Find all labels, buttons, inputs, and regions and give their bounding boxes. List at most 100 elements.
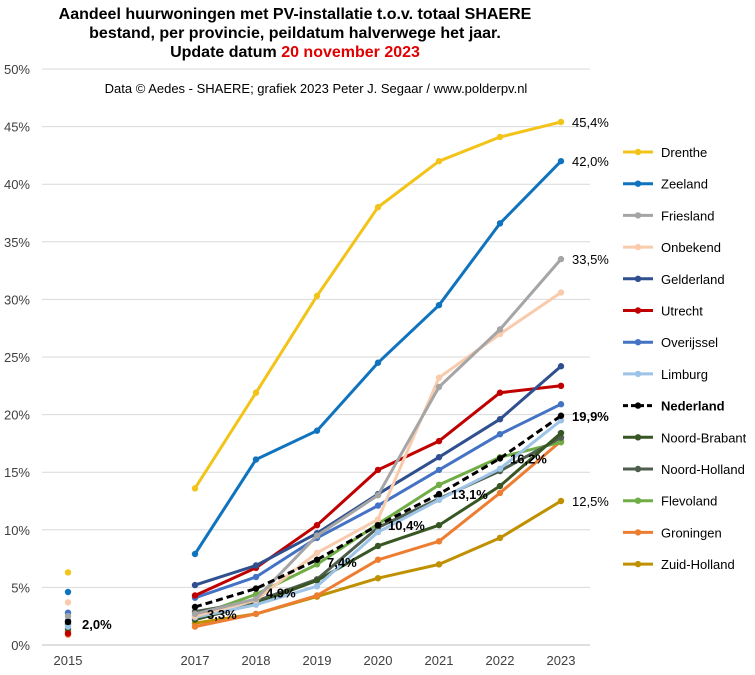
data-point-limburg bbox=[64, 623, 72, 630]
data-point-nederland bbox=[313, 556, 321, 563]
data-point-utrecht bbox=[191, 592, 199, 599]
series-zeeland bbox=[64, 157, 565, 596]
legend-swatch-marker bbox=[634, 243, 642, 251]
y-tick-label: 20% bbox=[4, 408, 30, 423]
y-axis: 0% 5% 10% 15% 20% 25% 30% 35% 40% 45% 50% bbox=[4, 62, 590, 653]
chart-title: Aandeel huurwoningen met PV-installatie … bbox=[59, 6, 532, 61]
data-point-friesland bbox=[191, 610, 199, 618]
legend-item-onbekend: Onbekend bbox=[623, 240, 721, 255]
data-point-limburg bbox=[374, 528, 382, 536]
data-point-zuid-holland bbox=[435, 561, 443, 568]
y-tick-label: 50% bbox=[4, 62, 30, 77]
data-point-onbekend bbox=[435, 374, 443, 381]
nederland-label: 3,3% bbox=[207, 607, 237, 622]
series-friesland bbox=[64, 255, 565, 620]
legend-swatch-marker bbox=[634, 148, 642, 156]
x-tick-label: 2019 bbox=[303, 653, 332, 668]
legend-swatch-marker bbox=[634, 402, 642, 409]
data-point-utrecht bbox=[435, 437, 443, 445]
series-line-drenthe bbox=[193, 120, 562, 490]
data-point-friesland bbox=[435, 383, 443, 391]
x-tick-label: 2020 bbox=[364, 653, 393, 668]
legend-item-noord-brabant: Noord-Brabant bbox=[623, 430, 747, 445]
end-label-drenthe: 45,4% bbox=[572, 115, 609, 130]
data-point-gelderland bbox=[435, 454, 443, 461]
x-tick-label: 2018 bbox=[242, 653, 271, 668]
legend-label: Groningen bbox=[661, 525, 722, 540]
data-point-noord-brabant bbox=[496, 482, 504, 490]
legend-label: Noord-Brabant bbox=[661, 430, 747, 445]
legend-label: Flevoland bbox=[661, 494, 717, 509]
data-point-zeeland bbox=[374, 359, 382, 366]
data-point-zeeland bbox=[64, 588, 72, 596]
x-tick-label: 2023 bbox=[547, 653, 576, 668]
data-point-overijssel bbox=[435, 466, 443, 474]
nederland-label: 13,1% bbox=[451, 487, 488, 502]
data-point-noord-brabant bbox=[557, 429, 565, 437]
data-point-utrecht bbox=[496, 389, 504, 396]
nederland-label: 16,2% bbox=[510, 451, 547, 466]
y-tick-label: 0% bbox=[11, 638, 30, 653]
legend-item-friesland: Friesland bbox=[623, 208, 714, 223]
x-tick-label: 2015 bbox=[54, 653, 83, 668]
legend-swatch-marker bbox=[634, 339, 642, 346]
data-point-groningen bbox=[374, 556, 382, 563]
y-tick-label: 30% bbox=[4, 292, 30, 307]
legend-label: Zeeland bbox=[661, 177, 708, 192]
data-point-overijssel bbox=[496, 430, 504, 438]
data-point-zeeland bbox=[313, 427, 321, 434]
series-noord-brabant bbox=[64, 429, 565, 633]
legend-item-flevoland: Flevoland bbox=[623, 494, 717, 509]
data-point-nederland bbox=[252, 585, 260, 592]
data-point-overijssel bbox=[374, 502, 382, 509]
legend-item-gelderland: Gelderland bbox=[623, 272, 725, 287]
legend-swatch-marker bbox=[634, 465, 642, 473]
data-point-flevoland bbox=[435, 481, 443, 489]
legend-swatch-marker bbox=[634, 275, 642, 282]
legend-label: Utrecht bbox=[661, 304, 703, 319]
legend-item-limburg: Limburg bbox=[623, 367, 708, 382]
data-point-utrecht bbox=[557, 382, 565, 389]
data-point-drenthe bbox=[374, 204, 382, 211]
data-point-limburg bbox=[252, 601, 260, 608]
data-point-friesland bbox=[374, 492, 382, 499]
series-line-gelderland bbox=[194, 365, 562, 587]
data-point-friesland bbox=[252, 595, 260, 603]
data-point-limburg bbox=[496, 465, 504, 472]
data-point-groningen bbox=[496, 489, 504, 497]
title-line-3: Update datum 20 november 2023 bbox=[170, 44, 420, 61]
data-point-noord-brabant bbox=[374, 542, 382, 550]
source-note: Data © Aedes - SHAERE; grafiek 2023 Pete… bbox=[105, 81, 528, 96]
data-point-limburg bbox=[435, 496, 443, 504]
title-update-date: 20 november 2023 bbox=[281, 44, 420, 61]
data-point-gelderland bbox=[191, 581, 199, 589]
end-label-zeeland: 42,0% bbox=[572, 154, 609, 169]
legend-label: Drenthe bbox=[661, 145, 707, 160]
title-update-prefix: Update datum bbox=[170, 44, 277, 61]
data-point-drenthe bbox=[64, 569, 72, 576]
legend-label: Onbekend bbox=[661, 240, 721, 255]
y-tick-label: 35% bbox=[4, 235, 30, 250]
data-point-groningen bbox=[435, 538, 443, 545]
data-point-nederland bbox=[435, 490, 443, 498]
legend-item-utrecht: Utrecht bbox=[623, 304, 703, 319]
series-nederland bbox=[64, 412, 565, 626]
data-point-gelderland bbox=[496, 416, 504, 423]
data-point-friesland bbox=[313, 532, 321, 539]
nederland-label: 2,0% bbox=[82, 617, 112, 632]
data-point-drenthe bbox=[435, 157, 443, 165]
y-tick-label: 5% bbox=[11, 580, 30, 595]
legend-label: Limburg bbox=[661, 367, 708, 382]
x-tick-label: 2017 bbox=[181, 653, 210, 668]
legend-swatch-marker bbox=[634, 434, 642, 441]
data-point-gelderland bbox=[557, 363, 565, 370]
legend-swatch-marker bbox=[634, 370, 642, 378]
legend-item-nederland: Nederland bbox=[623, 399, 725, 414]
data-point-zuid-holland bbox=[557, 497, 565, 505]
data-point-drenthe bbox=[191, 485, 199, 492]
end-label-zuid-holland: 12,5% bbox=[572, 494, 609, 509]
legend-item-zuid-holland: Zuid-Holland bbox=[623, 557, 735, 572]
data-point-drenthe bbox=[557, 118, 565, 126]
data-point-friesland bbox=[496, 326, 504, 333]
data-point-drenthe bbox=[313, 292, 321, 300]
